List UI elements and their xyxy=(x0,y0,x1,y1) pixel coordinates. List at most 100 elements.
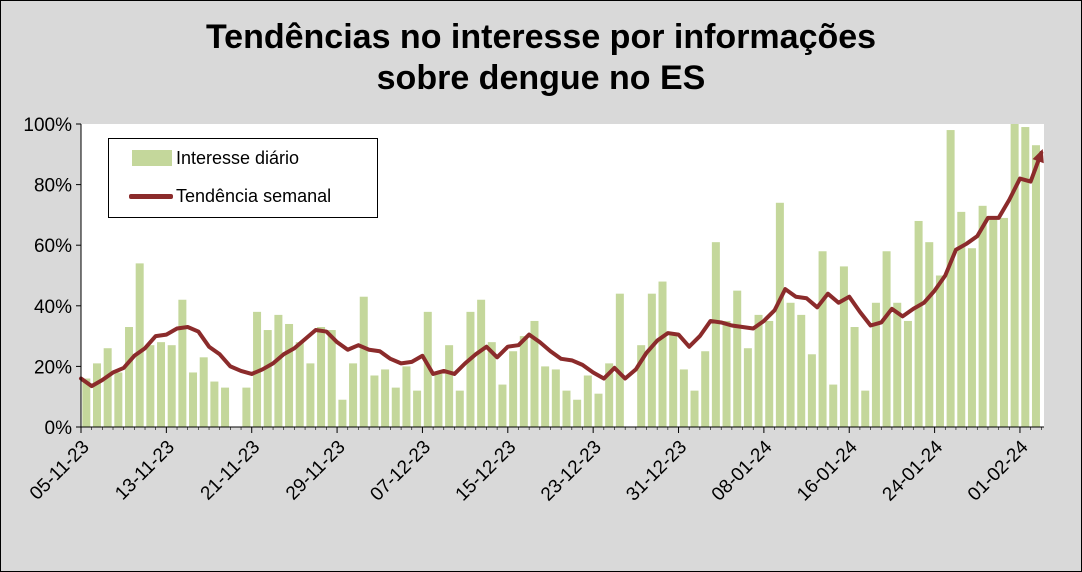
x-tick-label: 31-12-23 xyxy=(622,437,691,506)
bar xyxy=(999,217,1008,427)
bar xyxy=(157,342,166,427)
bar xyxy=(317,327,326,427)
bar xyxy=(434,372,443,427)
x-tick-label: 07-12-23 xyxy=(366,437,435,506)
bar xyxy=(402,366,411,427)
bar xyxy=(306,363,315,427)
x-tick-label: 05-11-23 xyxy=(26,437,94,505)
bar xyxy=(765,320,774,427)
y-tick-label: 60% xyxy=(34,236,72,257)
chart-title-line-1: Tendências no interesse por informações xyxy=(205,18,877,56)
bar xyxy=(509,351,518,427)
bar xyxy=(754,314,763,427)
bar xyxy=(989,217,998,427)
bar xyxy=(370,375,379,427)
bar xyxy=(711,242,720,427)
bar xyxy=(82,378,91,427)
bar xyxy=(615,293,624,427)
bar xyxy=(349,363,358,427)
bar xyxy=(658,281,667,427)
bar xyxy=(519,336,528,427)
legend-swatch-bar xyxy=(132,150,172,166)
bar xyxy=(466,311,475,427)
bar xyxy=(647,293,656,427)
x-tick-label: 24-01-24 xyxy=(879,436,948,505)
bar xyxy=(125,327,134,427)
bar xyxy=(679,369,688,427)
y-tick-label: 0% xyxy=(45,418,73,439)
x-tick-label: 23-12-23 xyxy=(537,437,606,506)
bar xyxy=(93,363,101,427)
y-tick-label: 80% xyxy=(34,176,72,197)
legend-label-daily-interest: Interesse diário xyxy=(176,148,300,168)
bar xyxy=(263,330,272,427)
bar xyxy=(1031,145,1040,427)
bar xyxy=(829,384,838,427)
x-tick-label: 21-11-23 xyxy=(197,437,265,505)
bar xyxy=(850,327,859,427)
bar xyxy=(1010,124,1019,427)
bar xyxy=(818,251,827,427)
x-tick-label: 13-11-23 xyxy=(111,437,179,505)
bar xyxy=(967,248,976,427)
bar xyxy=(114,372,123,427)
x-tick-label: 01-02-24 xyxy=(964,436,1033,505)
bar xyxy=(541,366,550,427)
bar xyxy=(807,354,816,427)
x-tick-label: 15-12-23 xyxy=(452,437,521,506)
bar xyxy=(221,387,230,427)
bar xyxy=(1021,127,1030,427)
bar xyxy=(594,393,603,427)
bar xyxy=(146,345,155,427)
bar xyxy=(274,314,283,427)
bar xyxy=(338,399,347,427)
bar xyxy=(861,390,870,427)
bar xyxy=(839,266,848,427)
trend-line xyxy=(79,150,1044,389)
bar xyxy=(167,345,176,427)
bar xyxy=(946,130,955,427)
bar xyxy=(786,302,795,427)
bar xyxy=(359,296,368,427)
bar xyxy=(637,345,646,427)
trend-arrowhead xyxy=(1032,149,1044,164)
bar xyxy=(242,387,251,427)
y-tick-label: 20% xyxy=(34,357,72,378)
chart-title-line-2: sobre dengue no ES xyxy=(376,59,706,97)
bar xyxy=(210,381,219,427)
y-tick-label: 40% xyxy=(34,297,72,318)
bar xyxy=(253,311,262,427)
bar xyxy=(295,342,304,427)
bar xyxy=(498,384,507,427)
legend-label-weekly-trend: Tendência semanal xyxy=(176,186,332,206)
bar xyxy=(551,369,560,427)
bar xyxy=(477,299,486,427)
bar xyxy=(455,390,464,427)
bar xyxy=(701,351,710,427)
bar xyxy=(743,348,752,427)
bar xyxy=(135,263,144,427)
bar xyxy=(882,251,891,427)
bar xyxy=(903,320,912,427)
bar xyxy=(775,202,784,427)
bar xyxy=(413,390,422,427)
bar xyxy=(925,242,934,427)
bar xyxy=(487,342,496,427)
bar xyxy=(423,311,432,427)
bar xyxy=(103,348,112,427)
bar xyxy=(722,320,731,427)
bar xyxy=(327,330,336,427)
bar xyxy=(445,345,454,427)
bar xyxy=(391,387,400,427)
legend-swatch-line xyxy=(129,193,173,199)
bar xyxy=(189,372,198,427)
bar xyxy=(562,390,571,427)
x-tick-label: 16-01-24 xyxy=(793,436,862,505)
bar xyxy=(285,323,294,427)
bar xyxy=(914,220,923,427)
bar xyxy=(573,399,582,427)
bar xyxy=(871,302,880,427)
bar xyxy=(797,314,806,427)
